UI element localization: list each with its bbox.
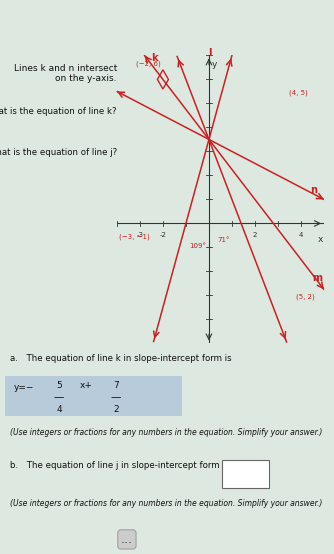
Text: (Use integers or fractions for any numbers in the equation. Simplify your answer: (Use integers or fractions for any numbe… <box>10 428 322 437</box>
Text: —: — <box>110 392 121 402</box>
Text: 4: 4 <box>299 232 303 238</box>
Text: (5, 2): (5, 2) <box>296 294 315 300</box>
Text: (−2, 6): (−2, 6) <box>136 61 161 68</box>
Text: x+: x+ <box>80 381 93 391</box>
Text: 109°: 109° <box>189 243 206 249</box>
Text: a. The equation of line k in slope-intercept form is: a. The equation of line k in slope-inter… <box>10 354 232 363</box>
Text: 4: 4 <box>57 404 62 413</box>
Text: x: x <box>317 235 323 244</box>
FancyBboxPatch shape <box>5 376 182 416</box>
Text: (−3, −1): (−3, −1) <box>119 234 150 240</box>
Text: l: l <box>208 48 211 58</box>
Text: 5: 5 <box>57 381 62 391</box>
Text: ...: ... <box>121 533 133 546</box>
Text: -3: -3 <box>136 232 143 238</box>
Text: 71°: 71° <box>217 237 229 243</box>
Text: 2: 2 <box>114 404 119 413</box>
Text: a. What is the equation of line k?: a. What is the equation of line k? <box>0 107 117 116</box>
FancyBboxPatch shape <box>222 460 269 488</box>
Text: y: y <box>212 60 217 69</box>
Text: 2: 2 <box>253 232 257 238</box>
Text: Lines k and n intersect on the y-axis.: Lines k and n intersect on the y-axis. <box>13 64 117 84</box>
Text: —: — <box>53 392 64 402</box>
Text: (Use integers or fractions for any numbers in the equation. Simplify your answer: (Use integers or fractions for any numbe… <box>10 499 322 508</box>
Text: k: k <box>151 53 158 63</box>
Text: b. What is the equation of line j?: b. What is the equation of line j? <box>0 147 117 157</box>
Text: 7: 7 <box>114 381 119 391</box>
Text: y=−: y=− <box>13 383 34 392</box>
Text: -2: -2 <box>159 232 166 238</box>
Text: (4, 5): (4, 5) <box>290 90 308 96</box>
Text: b. The equation of line j in slope-intercept form is: b. The equation of line j in slope-inter… <box>10 461 229 470</box>
Text: m: m <box>313 274 322 284</box>
Text: n: n <box>310 184 317 194</box>
